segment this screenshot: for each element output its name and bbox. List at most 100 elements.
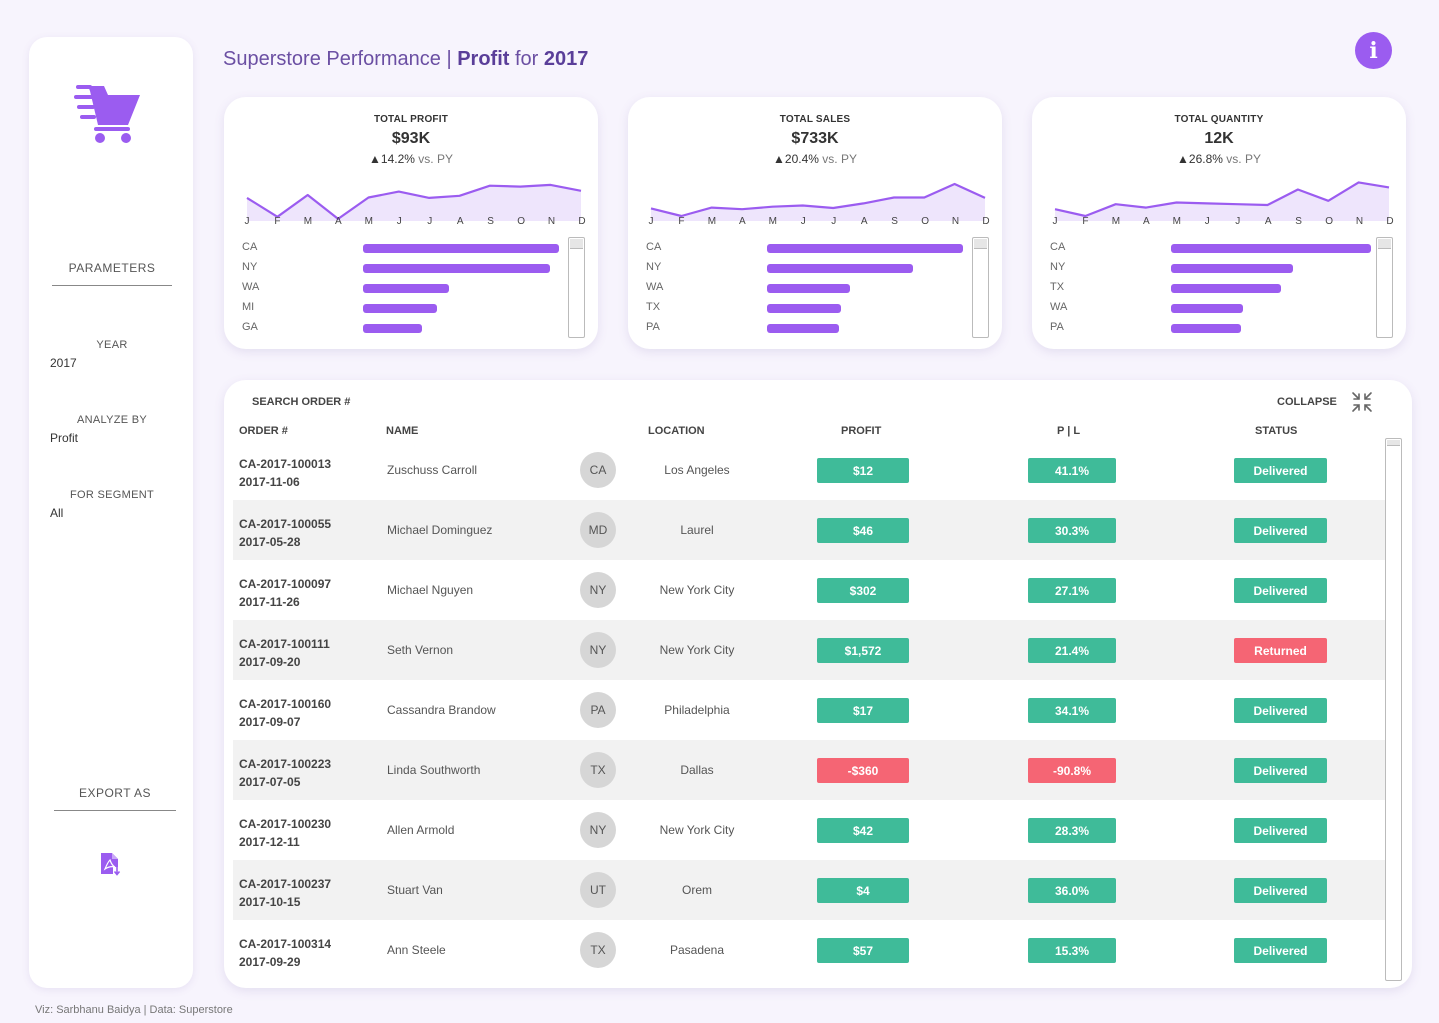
status-badge[interactable]: Delivered bbox=[1234, 878, 1327, 903]
state-bar-row[interactable]: TX bbox=[1050, 280, 1380, 296]
state-bar-row[interactable]: PA bbox=[1050, 320, 1380, 336]
state-bar-row[interactable]: CA bbox=[242, 240, 572, 256]
order-date: 2017-11-06 bbox=[239, 475, 300, 489]
table-row[interactable]: CA-2017-100160 2017-09-07 Cassandra Bran… bbox=[233, 680, 1385, 740]
state-scroll-thumb[interactable] bbox=[570, 239, 583, 249]
state-bar[interactable] bbox=[1171, 324, 1241, 333]
state-bar[interactable] bbox=[767, 324, 839, 333]
state-label: CA bbox=[646, 241, 662, 253]
table-row[interactable]: CA-2017-100223 2017-07-05 Linda Southwor… bbox=[233, 740, 1385, 800]
state-bar[interactable] bbox=[363, 304, 437, 313]
month-tick: M bbox=[364, 216, 373, 227]
state-scroll-thumb[interactable] bbox=[1378, 239, 1391, 249]
header-pl[interactable]: P | L bbox=[1057, 425, 1081, 437]
state-bar[interactable] bbox=[767, 284, 850, 293]
state-avatar: PA bbox=[580, 692, 616, 728]
order-cell: CA-2017-100111 2017-09-20 bbox=[239, 635, 330, 671]
pdf-export-icon[interactable] bbox=[99, 852, 121, 876]
kpi-change-value: ▲14.2% bbox=[369, 152, 415, 166]
state-bar[interactable] bbox=[363, 324, 422, 333]
table-scroll-thumb[interactable] bbox=[1387, 440, 1400, 446]
status-badge[interactable]: Delivered bbox=[1234, 758, 1327, 783]
order-date: 2017-09-29 bbox=[239, 955, 301, 969]
pl-pill: 30.3% bbox=[1028, 518, 1116, 543]
order-id: CA-2017-100013 bbox=[239, 457, 332, 471]
status-badge[interactable]: Delivered bbox=[1234, 458, 1327, 483]
month-tick: J bbox=[1204, 216, 1210, 227]
state-bar-row[interactable]: CA bbox=[646, 240, 976, 256]
state-bar[interactable] bbox=[363, 264, 550, 273]
header-name[interactable]: NAME bbox=[386, 425, 419, 437]
status-badge[interactable]: Delivered bbox=[1234, 938, 1327, 963]
status-badge[interactable]: Delivered bbox=[1234, 518, 1327, 543]
state-bar-row[interactable]: TX bbox=[646, 300, 976, 316]
header-location[interactable]: LOCATION bbox=[648, 425, 705, 437]
state-list-scrollbar[interactable] bbox=[972, 237, 989, 338]
state-bar-row[interactable]: PA bbox=[646, 320, 976, 336]
table-row[interactable]: CA-2017-100230 2017-12-11 Allen Armold N… bbox=[233, 800, 1385, 860]
location-cell: Los Angeles bbox=[664, 463, 730, 477]
month-tick: N bbox=[1355, 216, 1364, 227]
state-bar-row[interactable]: CA bbox=[1050, 240, 1380, 256]
table-row[interactable]: CA-2017-100314 2017-09-29 Ann Steele TX … bbox=[233, 920, 1385, 980]
state-label: WA bbox=[242, 281, 260, 293]
state-bar[interactable] bbox=[767, 304, 841, 313]
state-label: TX bbox=[646, 301, 661, 313]
state-bar-row[interactable]: NY bbox=[646, 260, 976, 276]
state-bar-row[interactable]: NY bbox=[242, 260, 572, 276]
state-bar[interactable] bbox=[767, 244, 963, 253]
state-list-scrollbar[interactable] bbox=[568, 237, 585, 338]
table-scrollbar[interactable] bbox=[1385, 438, 1402, 981]
state-bar[interactable] bbox=[1171, 284, 1281, 293]
state-list-scrollbar[interactable] bbox=[1376, 237, 1393, 338]
search-order-input[interactable]: SEARCH ORDER # bbox=[252, 396, 351, 408]
state-bar-row[interactable]: MI bbox=[242, 300, 572, 316]
analyze-by-select[interactable]: Profit bbox=[50, 431, 79, 445]
kpi-value: $93K bbox=[391, 130, 431, 147]
state-bar[interactable] bbox=[1171, 264, 1293, 273]
year-select[interactable]: 2017 bbox=[50, 356, 77, 370]
state-bar-row[interactable]: WA bbox=[242, 280, 572, 296]
month-tick: M bbox=[1111, 216, 1121, 227]
month-tick: F bbox=[1082, 216, 1089, 227]
state-bar-row[interactable]: NY bbox=[1050, 260, 1380, 276]
kpi-change: ▲14.2% vs. PY bbox=[224, 152, 598, 166]
info-button[interactable]: i bbox=[1355, 32, 1392, 69]
state-label: MI bbox=[242, 301, 255, 313]
state-bar[interactable] bbox=[363, 284, 449, 293]
header-profit[interactable]: PROFIT bbox=[841, 425, 882, 437]
state-bar[interactable] bbox=[1171, 244, 1371, 253]
state-bar[interactable] bbox=[767, 264, 913, 273]
state-label: WA bbox=[1050, 301, 1068, 313]
table-row[interactable]: CA-2017-100111 2017-09-20 Seth Vernon NY… bbox=[233, 620, 1385, 680]
order-date: 2017-09-20 bbox=[239, 655, 301, 669]
header-status[interactable]: STATUS bbox=[1255, 425, 1298, 437]
month-tick: N bbox=[951, 216, 960, 227]
collapse-icon[interactable] bbox=[1351, 391, 1373, 413]
month-tick: J bbox=[1052, 216, 1058, 227]
header-order[interactable]: ORDER # bbox=[239, 425, 288, 437]
table-row[interactable]: CA-2017-100097 2017-11-26 Michael Nguyen… bbox=[233, 560, 1385, 620]
state-bar[interactable] bbox=[1171, 304, 1243, 313]
month-tick: A bbox=[739, 216, 746, 227]
table-row[interactable]: CA-2017-100013 2017-11-06 Zuschuss Carro… bbox=[233, 440, 1385, 500]
status-badge[interactable]: Returned bbox=[1234, 638, 1327, 663]
status-badge[interactable]: Delivered bbox=[1234, 578, 1327, 603]
pl-pill: 15.3% bbox=[1028, 938, 1116, 963]
state-bar-row[interactable]: WA bbox=[1050, 300, 1380, 316]
order-cell: CA-2017-100314 2017-09-29 bbox=[239, 935, 331, 971]
state-bar[interactable] bbox=[363, 244, 559, 253]
segment-select[interactable]: All bbox=[50, 506, 64, 520]
table-row[interactable]: CA-2017-100237 2017-10-15 Stuart Van UT … bbox=[233, 860, 1385, 920]
export-title: EXPORT AS bbox=[54, 786, 176, 811]
state-bar-row[interactable]: WA bbox=[646, 280, 976, 296]
state-bar-row[interactable]: GA bbox=[242, 320, 572, 336]
table-row[interactable]: CA-2017-100055 2017-05-28 Michael Doming… bbox=[233, 500, 1385, 560]
status-badge[interactable]: Delivered bbox=[1234, 818, 1327, 843]
state-scroll-thumb[interactable] bbox=[974, 239, 987, 249]
sparkline-line bbox=[246, 183, 582, 221]
collapse-button[interactable]: COLLAPSE bbox=[1277, 396, 1337, 408]
pl-pill: 41.1% bbox=[1028, 458, 1116, 483]
status-badge[interactable]: Delivered bbox=[1234, 698, 1327, 723]
profit-pill: -$360 bbox=[817, 758, 909, 783]
